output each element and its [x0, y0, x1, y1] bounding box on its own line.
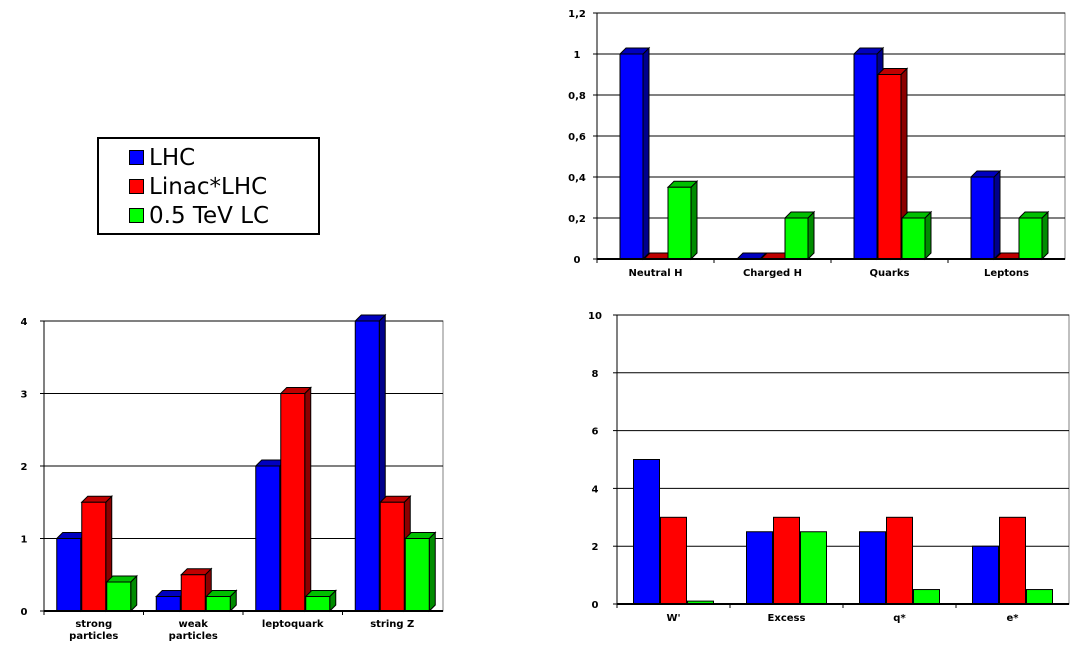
- bar: [305, 596, 331, 612]
- y-tick-label: 4: [21, 317, 28, 328]
- y-tick-label: 0,4: [568, 173, 586, 184]
- bar: [619, 53, 644, 260]
- y-tick-label: 8: [592, 369, 599, 380]
- bar-top: [379, 495, 412, 503]
- bar-side: [993, 169, 1001, 261]
- bar: [877, 74, 902, 260]
- bar: [280, 393, 306, 612]
- bar: [913, 589, 940, 605]
- legend-item-linac-lhc: Linac*LHC: [129, 172, 318, 201]
- y-tick-label: 0: [592, 600, 599, 611]
- x-tick-label: Leptons: [984, 268, 1029, 279]
- bar-top: [404, 532, 437, 539]
- bar: [800, 531, 827, 605]
- chart-top-right: 0 0,2 0,4 0,6 0,8 1 1,2 Neutral H Charged H Quark…: [568, 9, 1066, 279]
- bar: [106, 581, 132, 612]
- x-tick-label: Excess: [768, 613, 806, 624]
- x-tick-label: Neutral H: [628, 268, 682, 279]
- bar: [205, 596, 231, 612]
- legend-item-05tev-lc: 0.5 TeV LC: [129, 201, 318, 230]
- bar-top: [354, 314, 387, 322]
- bar-side: [1041, 210, 1049, 261]
- bar-side: [428, 531, 436, 613]
- bar: [667, 186, 692, 260]
- chart-bottom-right: 0 2 4 6 8 10 W' Excess q* e*: [588, 311, 1070, 624]
- x-tick-label: e*: [1006, 613, 1019, 624]
- bar-side: [924, 210, 932, 261]
- bar: [354, 320, 380, 612]
- bar: [180, 574, 206, 612]
- bar: [1018, 217, 1043, 260]
- legend-label-lhc: LHC: [149, 144, 196, 171]
- x-tick-label: string Z: [370, 619, 414, 630]
- x-tick-label: strong: [75, 619, 112, 630]
- bar: [379, 501, 405, 612]
- bar: [633, 459, 660, 605]
- x-tick-label: leptoquark: [262, 619, 324, 630]
- bar: [56, 538, 82, 612]
- chart-bottom-left: 01234strongparticlesweakparticlesleptoqu…: [21, 313, 444, 642]
- chart-legend: LHC Linac*LHC 0.5 TeV LC: [97, 137, 320, 235]
- bar-side: [690, 180, 698, 261]
- y-tick-label: 0: [21, 607, 28, 618]
- y-tick-label: 1: [21, 535, 28, 546]
- y-tick-label: 0: [574, 255, 581, 266]
- bar-side: [642, 46, 650, 261]
- bar: [660, 516, 687, 605]
- bar-top: [180, 568, 213, 576]
- x-tick-label: particles: [69, 631, 118, 642]
- y-tick-label: 1: [574, 50, 581, 61]
- x-tick-label: Charged H: [743, 268, 802, 279]
- legend-swatch-05tev-lc: [129, 208, 144, 223]
- x-tick-label: weak: [179, 619, 209, 630]
- bar-top: [80, 495, 113, 503]
- x-tick-label: Quarks: [870, 268, 910, 279]
- y-tick-label: 2: [592, 542, 599, 553]
- legend-swatch-lhc: [129, 150, 144, 165]
- bar: [404, 538, 430, 612]
- legend-label-05tev-lc: 0.5 TeV LC: [149, 202, 270, 229]
- bar: [886, 516, 913, 605]
- y-tick-label: 0,8: [568, 91, 586, 102]
- y-tick-label: 1,2: [568, 9, 586, 20]
- bar: [1026, 589, 1053, 605]
- bar-side: [304, 386, 312, 613]
- bar: [155, 596, 181, 612]
- bar-top: [304, 590, 337, 597]
- legend-item-lhc: LHC: [129, 143, 318, 172]
- bar: [773, 516, 800, 605]
- y-tick-label: 0,6: [568, 132, 586, 143]
- x-tick-label: q*: [893, 613, 906, 624]
- bar-top: [279, 387, 312, 394]
- bar: [853, 53, 878, 260]
- bar: [901, 217, 926, 260]
- y-tick-label: 6: [592, 427, 599, 438]
- bar: [81, 501, 107, 612]
- bar-side: [807, 210, 815, 261]
- bar: [972, 545, 999, 605]
- y-tick-label: 4: [592, 484, 599, 495]
- bar: [746, 531, 773, 605]
- legend-swatch-linac-lhc: [129, 179, 144, 194]
- legend-label-linac-lhc: Linac*LHC: [149, 173, 268, 200]
- x-tick-label: particles: [169, 631, 218, 642]
- y-tick-label: 2: [21, 462, 28, 473]
- y-tick-label: 0,2: [568, 214, 586, 225]
- y-tick-label: 3: [21, 390, 28, 401]
- x-tick-label: W': [666, 613, 680, 624]
- bar: [784, 217, 809, 260]
- bar-top: [105, 575, 138, 583]
- bar: [999, 516, 1026, 605]
- bar: [859, 531, 886, 605]
- bar-top: [205, 590, 238, 597]
- bar: [255, 465, 281, 612]
- y-tick-label: 10: [588, 311, 602, 322]
- bar: [970, 176, 995, 260]
